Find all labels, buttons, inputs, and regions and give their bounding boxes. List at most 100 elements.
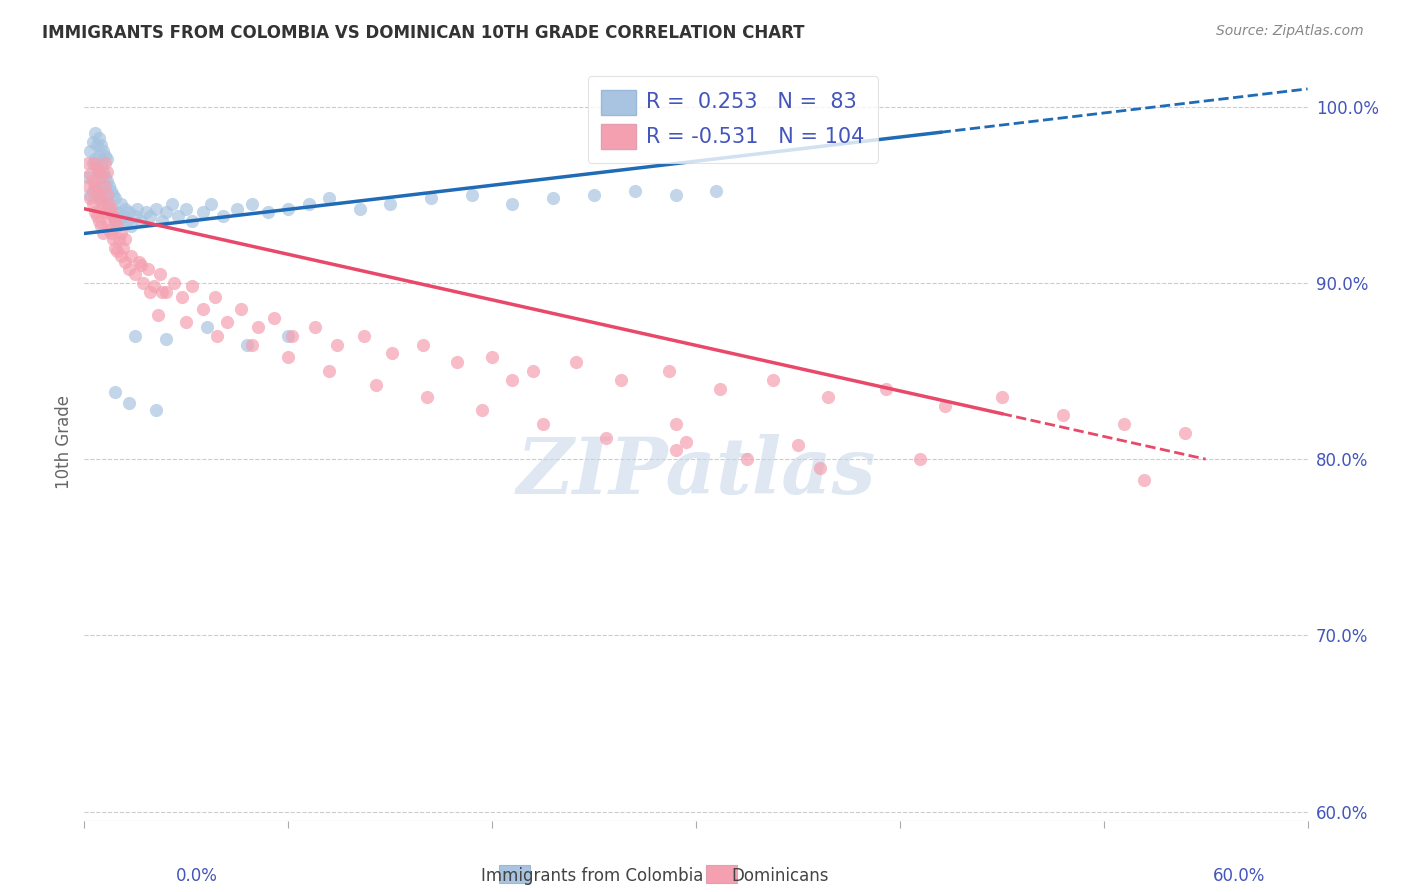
- Point: [105, 244, 128, 259]
- Point: [91, 184, 114, 198]
- Point: [172, 290, 194, 304]
- Point: [83, 126, 105, 140]
- Point: [97, 178, 120, 193]
- Point: [481, 350, 503, 364]
- Point: [381, 346, 404, 360]
- Point: [97, 202, 120, 216]
- Point: [875, 382, 897, 396]
- Point: [90, 138, 112, 153]
- Point: [595, 431, 617, 445]
- Point: [112, 209, 135, 223]
- Point: [138, 209, 160, 223]
- Point: [110, 196, 132, 211]
- Point: [353, 328, 375, 343]
- Point: [101, 232, 124, 246]
- Point: [174, 315, 197, 329]
- Point: [910, 452, 932, 467]
- Point: [96, 165, 118, 179]
- Point: [100, 205, 122, 219]
- Point: [77, 169, 100, 184]
- Point: [145, 202, 167, 216]
- Point: [380, 196, 402, 211]
- Point: [87, 167, 110, 181]
- Point: [277, 350, 299, 364]
- Point: [93, 156, 115, 170]
- Point: [155, 205, 177, 219]
- Point: [90, 178, 112, 193]
- Point: [82, 156, 104, 170]
- Point: [108, 214, 131, 228]
- Point: [101, 209, 124, 223]
- Point: [665, 443, 688, 458]
- Point: [502, 196, 524, 211]
- Point: [90, 194, 112, 209]
- Point: [174, 202, 197, 216]
- Point: [135, 205, 157, 219]
- Point: [204, 290, 226, 304]
- Point: [934, 399, 956, 413]
- Point: [86, 161, 108, 176]
- Point: [128, 254, 150, 268]
- Point: [87, 214, 110, 228]
- Point: [91, 227, 114, 241]
- Point: [257, 205, 280, 219]
- Point: [86, 209, 108, 223]
- Point: [155, 285, 177, 299]
- Point: [110, 249, 132, 263]
- Point: [83, 156, 105, 170]
- Point: [205, 328, 228, 343]
- Text: IMMIGRANTS FROM COLOMBIA VS DOMINICAN 10TH GRADE CORRELATION CHART: IMMIGRANTS FROM COLOMBIA VS DOMINICAN 10…: [42, 24, 804, 42]
- Point: [665, 187, 688, 202]
- Point: [181, 279, 204, 293]
- Point: [118, 396, 141, 410]
- Point: [217, 315, 239, 329]
- Point: [817, 391, 839, 405]
- Point: [163, 276, 186, 290]
- Point: [583, 187, 606, 202]
- Point: [104, 385, 127, 400]
- Point: [112, 241, 135, 255]
- Point: [1174, 425, 1197, 440]
- Point: [304, 320, 326, 334]
- Point: [1114, 417, 1136, 431]
- Point: [138, 285, 160, 299]
- Point: [412, 337, 434, 351]
- Point: [502, 373, 524, 387]
- Point: [93, 178, 115, 193]
- Point: [808, 461, 831, 475]
- Point: [349, 202, 371, 216]
- Point: [318, 191, 340, 205]
- Point: [675, 434, 697, 449]
- Point: [93, 169, 115, 184]
- Point: [79, 144, 101, 158]
- Point: [564, 355, 586, 369]
- Text: 60.0%: 60.0%: [1213, 867, 1265, 885]
- Point: [79, 191, 101, 205]
- Point: [709, 382, 731, 396]
- Point: [145, 402, 167, 417]
- Point: [181, 214, 204, 228]
- Point: [96, 153, 118, 167]
- Point: [150, 285, 173, 299]
- Point: [96, 196, 118, 211]
- Point: [91, 200, 114, 214]
- Point: [87, 149, 110, 163]
- Point: [120, 219, 142, 234]
- Point: [124, 328, 146, 343]
- Point: [82, 135, 104, 149]
- Point: [1133, 473, 1156, 487]
- Point: [108, 232, 131, 246]
- Point: [114, 254, 136, 268]
- Point: [609, 373, 631, 387]
- Point: [118, 205, 141, 219]
- Point: [86, 161, 108, 176]
- Point: [114, 202, 136, 216]
- Point: [149, 267, 172, 281]
- Point: [522, 364, 544, 378]
- Y-axis label: 10th Grade: 10th Grade: [55, 394, 73, 489]
- Point: [114, 232, 136, 246]
- Point: [93, 205, 115, 219]
- Text: 0.0%: 0.0%: [176, 867, 218, 885]
- Point: [104, 214, 127, 228]
- Point: [420, 191, 443, 205]
